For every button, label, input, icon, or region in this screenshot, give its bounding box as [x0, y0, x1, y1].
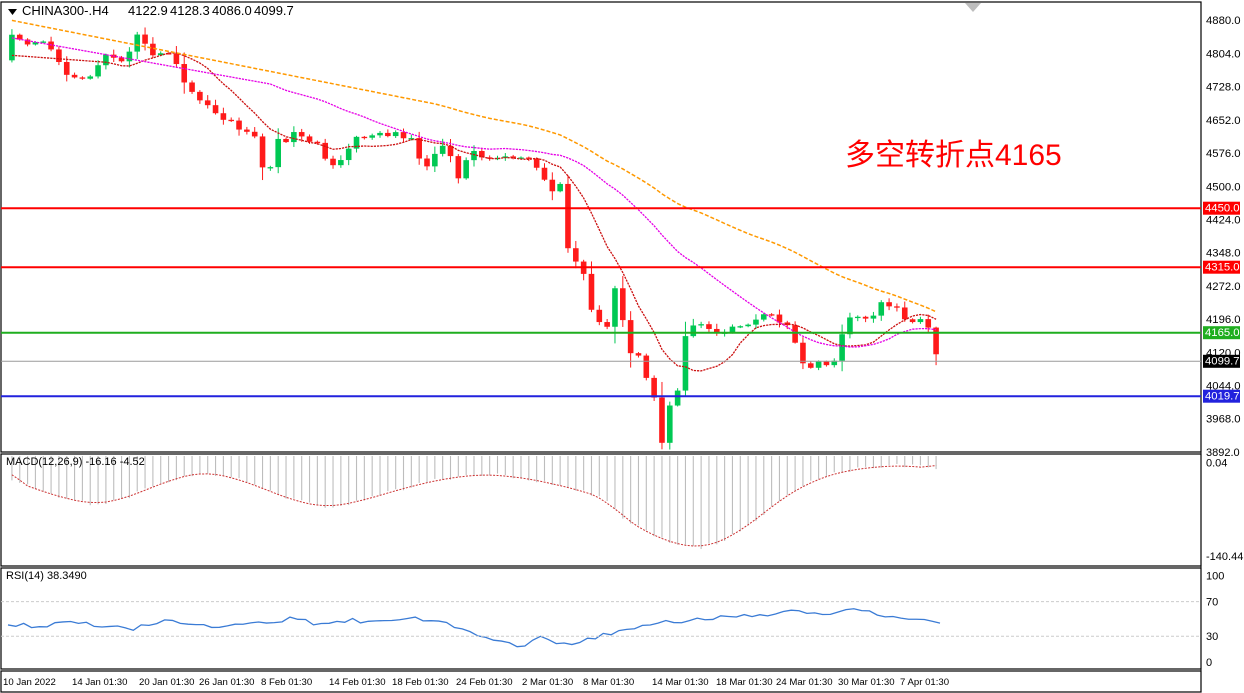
svg-text:14 Feb 01:30: 14 Feb 01:30 [329, 677, 386, 688]
svg-text:30: 30 [1206, 631, 1218, 643]
svg-text:0.04: 0.04 [1206, 458, 1227, 470]
svg-text:70: 70 [1206, 597, 1218, 609]
svg-text:4272.0: 4272.0 [1206, 281, 1241, 293]
svg-text:4128.3: 4128.3 [170, 3, 210, 18]
svg-text:-140.44: -140.44 [1206, 551, 1243, 563]
svg-text:4315.0: 4315.0 [1205, 262, 1240, 274]
svg-text:RSI(14) 38.3490: RSI(14) 38.3490 [6, 570, 87, 582]
svg-text:4348.0: 4348.0 [1206, 248, 1241, 260]
svg-text:4424.0: 4424.0 [1206, 215, 1241, 227]
svg-text:18 Feb 01:30: 18 Feb 01:30 [392, 677, 449, 688]
svg-text:14 Mar 01:30: 14 Mar 01:30 [652, 677, 709, 688]
svg-text:4019.7: 4019.7 [1205, 391, 1240, 403]
svg-text:3968.0: 3968.0 [1206, 414, 1241, 426]
svg-text:24 Mar 01:30: 24 Mar 01:30 [776, 677, 833, 688]
svg-text:8 Feb 01:30: 8 Feb 01:30 [261, 677, 312, 688]
svg-text:4652.0: 4652.0 [1206, 115, 1241, 127]
svg-text:0: 0 [1206, 657, 1212, 669]
svg-text:10 Jan 2022: 10 Jan 2022 [3, 677, 56, 688]
svg-text:4576.0: 4576.0 [1206, 148, 1241, 160]
svg-text:18 Mar 01:30: 18 Mar 01:30 [716, 677, 773, 688]
svg-text:24 Feb 01:30: 24 Feb 01:30 [456, 677, 513, 688]
svg-text:2 Mar 01:30: 2 Mar 01:30 [522, 677, 573, 688]
svg-text:8 Mar 01:30: 8 Mar 01:30 [583, 677, 634, 688]
svg-text:4086.0: 4086.0 [212, 3, 252, 18]
svg-text:CHINA300-.H4: CHINA300-.H4 [22, 3, 109, 18]
svg-text:4880.0: 4880.0 [1206, 15, 1241, 27]
svg-text:30 Mar 01:30: 30 Mar 01:30 [838, 677, 895, 688]
svg-text:4450.0: 4450.0 [1205, 203, 1240, 215]
svg-text:4196.0: 4196.0 [1206, 314, 1241, 326]
svg-text:4122.9: 4122.9 [128, 3, 168, 18]
svg-text:MACD(12,26,9) -16.16 -4.52: MACD(12,26,9) -16.16 -4.52 [6, 456, 145, 468]
svg-text:多空转折点4165: 多空转折点4165 [845, 139, 1062, 172]
svg-text:100: 100 [1206, 571, 1224, 583]
svg-text:4165.0: 4165.0 [1205, 327, 1240, 339]
svg-text:4728.0: 4728.0 [1206, 82, 1241, 94]
svg-text:4099.7: 4099.7 [1205, 356, 1240, 368]
svg-text:4500.0: 4500.0 [1206, 181, 1241, 193]
svg-text:26 Jan 01:30: 26 Jan 01:30 [199, 677, 254, 688]
svg-text:7 Apr 01:30: 7 Apr 01:30 [900, 677, 949, 688]
svg-text:4099.7: 4099.7 [254, 3, 294, 18]
svg-text:14 Jan 01:30: 14 Jan 01:30 [72, 677, 127, 688]
svg-text:20 Jan 01:30: 20 Jan 01:30 [139, 677, 194, 688]
svg-text:4804.0: 4804.0 [1206, 49, 1241, 61]
